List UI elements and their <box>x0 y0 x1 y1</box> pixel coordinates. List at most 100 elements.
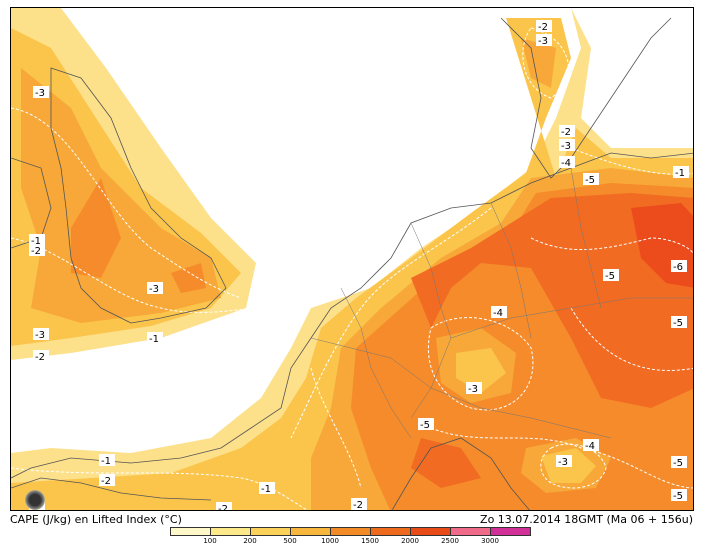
cape-band-1000-west <box>71 178 206 293</box>
legend-tick: 1500 <box>361 537 379 545</box>
li-label: -1 <box>259 482 275 495</box>
legend-tick: 2000 <box>401 537 419 545</box>
li-label: -1 <box>29 234 45 247</box>
legend-swatch <box>450 527 491 536</box>
li-label: -2 <box>216 502 232 510</box>
li-label: -1 <box>673 166 689 179</box>
li-label-box <box>33 328 49 340</box>
li-label: -3 <box>556 455 572 468</box>
li-label-box <box>216 502 232 510</box>
coast-britain <box>50 67 227 324</box>
li-contour <box>530 237 693 254</box>
li-label: -6 <box>671 260 687 273</box>
logo-icon <box>25 490 45 510</box>
li-label: -2 <box>559 125 575 138</box>
li-label: -2 <box>29 244 45 257</box>
borders <box>310 167 693 439</box>
li-label: -3 <box>33 86 49 99</box>
border <box>430 387 612 439</box>
li-contour <box>310 367 362 489</box>
border <box>450 297 693 339</box>
li-label: -2 <box>536 20 552 33</box>
li-label: -3 <box>536 34 552 47</box>
li-contour <box>430 427 693 489</box>
li-label-box <box>536 20 552 32</box>
li-label-text: -3 <box>468 384 478 395</box>
li-label-text: -5 <box>585 175 595 186</box>
li-label-text: -3 <box>149 284 159 295</box>
li-label-box <box>559 156 575 168</box>
legend-swatch <box>290 527 331 536</box>
li-label: -3 <box>466 382 482 395</box>
li-label-box <box>491 306 507 318</box>
border <box>570 167 602 309</box>
li-label-text: -5 <box>420 420 430 431</box>
li-label-text: -1 <box>675 168 685 179</box>
li-contour <box>290 207 492 439</box>
li-label-text: -3 <box>538 36 548 47</box>
li-contour <box>11 237 262 313</box>
li-label: -3 <box>559 139 575 152</box>
cape-field: -2-3-3-2-3-4-5-1-1-2-5-6-3-4-3 -1-5-2-3-5… <box>11 8 693 511</box>
coast-continent-north <box>310 152 693 339</box>
li-label: -2 <box>33 350 49 363</box>
li-label: -4 <box>583 439 599 452</box>
li-label-text: -4 <box>585 441 595 452</box>
cape-band-1500-south <box>411 438 481 488</box>
li-label-box <box>583 173 599 185</box>
border <box>410 222 452 419</box>
li-label-text: -5 <box>673 458 683 469</box>
li-label: -5 <box>583 173 599 186</box>
li-label-box <box>671 260 687 272</box>
li-label-text: -2 <box>101 476 111 487</box>
legend-swatch <box>410 527 451 536</box>
li-label-box <box>673 166 689 178</box>
li-label-text: -5 <box>673 318 683 329</box>
li-label: -5 <box>671 316 687 329</box>
li-label-box <box>583 439 599 451</box>
weather-map: -2 -3 -3 -2 -3 -4 -5 -1 -1 -2 -5 -6 -3 -4 -3 -1 -5 -2 -3 -5… <box>10 7 694 511</box>
li-label-text: -1 <box>261 484 271 495</box>
li-label-box <box>33 350 49 362</box>
li-label: -2 <box>351 498 367 511</box>
li-label-box <box>536 34 552 46</box>
li-label-text: -5 <box>605 271 615 282</box>
li-label: -3 <box>147 282 163 295</box>
legend-swatch <box>170 527 211 536</box>
li-label: -5 <box>671 456 687 469</box>
li-label: -5 <box>603 269 619 282</box>
legend-swatch <box>210 527 251 536</box>
li-contour <box>570 307 693 371</box>
li-label-box <box>351 498 367 510</box>
li-label-text: -1 <box>101 456 111 467</box>
legend-swatch <box>370 527 411 536</box>
legend-tick: 100 <box>203 537 217 545</box>
legend-tick: 1000 <box>321 537 339 545</box>
li-label-box <box>671 456 687 468</box>
coast-mediterranean <box>391 437 530 510</box>
li-label-text: -3 <box>561 141 571 152</box>
li-label-box <box>603 269 619 281</box>
li-label-text: -4 <box>493 308 503 319</box>
li-label: -4 <box>491 306 507 319</box>
li-labels: -2-3-3-2-3-4-5-1-1-2-5-6-3-4-3 -1-5-2-3-5… <box>29 20 689 511</box>
li-label-text: -1 <box>149 334 159 345</box>
li-label: -1 <box>99 454 115 467</box>
li-label-box <box>259 482 275 494</box>
border <box>490 202 532 339</box>
li-label-box <box>466 382 482 394</box>
cape-low-alps-core <box>456 348 506 393</box>
li-label-box <box>29 244 45 256</box>
li-label-text: -2 <box>35 352 45 363</box>
legend-tick: 3000 <box>481 537 499 545</box>
cape-band-1500 <box>411 193 693 408</box>
li-contour <box>522 27 569 99</box>
li-label-box <box>559 139 575 151</box>
li-label-text: -2 <box>353 500 363 511</box>
legend-swatch <box>330 527 371 536</box>
li-label-box <box>559 125 575 137</box>
li-label-text: -3 <box>35 330 45 341</box>
map-title: CAPE (J/kg) en Lifted Index (°C) <box>10 513 182 526</box>
li-contour <box>540 443 607 489</box>
